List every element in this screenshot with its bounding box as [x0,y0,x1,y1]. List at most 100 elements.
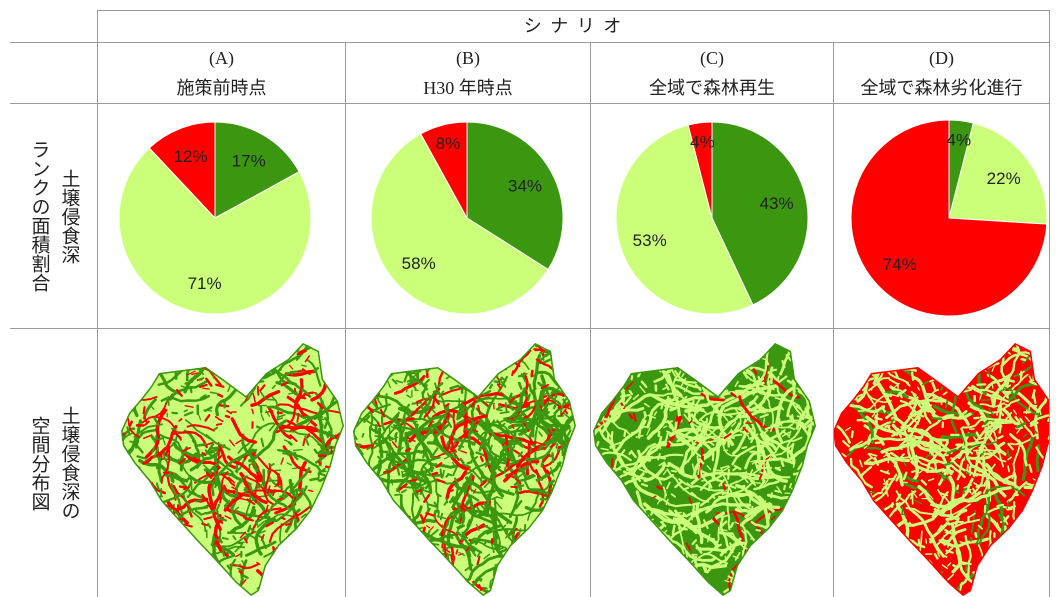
erosion-texture [470,538,475,545]
erosion-channel [993,491,1006,544]
erosion-texture [670,493,677,498]
erosion-texture [1028,463,1033,473]
erosion-texture [856,418,865,422]
erosion-texture [675,416,679,422]
erosion-texture [606,436,612,443]
row-label-spatial-map: 土壌侵食深の 空間分布図 [10,328,97,597]
erosion-texture [721,491,727,496]
erosion-texture [462,503,470,510]
erosion-texture [759,413,769,419]
erosion-channel [984,463,1016,487]
erosion-texture [447,534,453,538]
pie-chart-a: 17% 71% 12% [118,121,312,315]
erosion-texture [482,390,492,396]
erosion-texture [908,396,919,404]
erosion-channel [172,430,208,449]
erosion-texture [514,500,523,510]
erosion-channel [915,454,935,471]
erosion-texture [240,573,249,580]
erosion-channel [450,499,494,524]
erosion-texture [431,447,439,457]
erosion-texture [424,482,432,490]
erosion-texture [265,410,270,417]
erosion-texture [963,484,973,489]
pie-slice-label: 22% [987,169,1021,188]
erosion-texture [286,462,292,466]
erosion-texture [371,415,380,425]
erosion-texture [452,461,457,469]
erosion-texture [962,493,965,500]
erosion-channel [380,393,388,432]
erosion-texture [403,468,411,473]
erosion-texture [702,453,708,456]
erosion-texture [304,355,310,363]
erosion-channel [960,427,974,468]
erosion-texture [910,371,915,381]
erosion-texture [549,443,556,448]
erosion-texture [723,415,729,422]
erosion-channel [1009,433,1028,467]
erosion-texture [991,363,996,372]
erosion-texture [376,444,383,448]
erosion-texture [664,474,674,481]
erosion-channel [511,516,519,544]
erosion-texture [625,381,634,390]
erosion-texture [507,528,514,537]
erosion-texture [313,448,319,455]
erosion-texture [451,432,455,440]
erosion-texture [867,453,876,461]
erosion-texture [473,423,478,430]
erosion-texture [663,370,670,374]
erosion-texture [929,503,940,509]
erosion-texture [997,513,1005,524]
erosion-texture [539,405,543,411]
erosion-channel [488,432,537,445]
erosion-texture [224,499,231,509]
erosion-texture [895,472,902,482]
row-label-line: 土壌侵食深 [58,168,80,264]
erosion-texture [869,460,874,466]
erosion-channel [314,417,333,464]
erosion-texture [175,388,183,397]
erosion-channel [217,444,237,469]
erosion-texture [890,418,895,424]
erosion-texture [459,505,467,512]
erosion-texture [387,435,394,440]
erosion-texture [255,483,261,489]
erosion-map-d [834,343,1049,596]
erosion-texture [201,522,210,527]
erosion-texture [681,372,685,378]
erosion-texture [727,413,733,418]
erosion-texture [409,369,418,376]
erosion-texture [908,428,917,437]
erosion-texture [248,483,254,493]
erosion-channel [979,402,1005,408]
erosion-texture [959,540,969,546]
erosion-channel [971,433,1007,463]
erosion-texture [382,439,388,445]
erosion-texture [272,489,276,497]
erosion-channel [231,479,244,508]
erosion-texture [200,512,207,516]
erosion-texture [663,404,675,409]
erosion-texture [931,381,937,392]
erosion-texture [241,559,247,569]
erosion-texture [510,396,517,405]
erosion-texture [1007,456,1012,461]
erosion-texture [499,411,510,415]
erosion-texture [943,495,950,504]
erosion-texture [921,490,927,492]
erosion-texture [449,450,458,456]
erosion-channel [262,468,290,510]
erosion-texture [482,400,490,407]
erosion-texture [551,452,555,463]
erosion-texture [927,478,935,482]
erosion-texture [938,454,949,457]
erosion-texture [249,527,255,533]
erosion-texture [389,442,392,450]
erosion-channel [549,487,558,522]
erosion-texture [1019,370,1022,379]
erosion-texture [940,538,946,542]
erosion-texture [670,469,678,473]
erosion-texture [401,414,406,425]
